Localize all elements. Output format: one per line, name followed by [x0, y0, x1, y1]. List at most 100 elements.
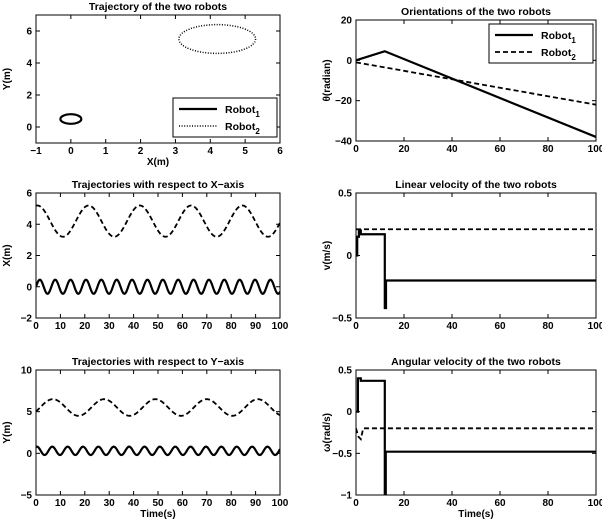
y-tick-label: 20	[341, 16, 353, 27]
x-tick-label: 10	[55, 498, 67, 509]
x-axis-label: Time(s)	[140, 509, 175, 520]
x-tick-label: 0	[353, 321, 359, 332]
chart-title: Trajectories with respect to Y−axis	[72, 356, 244, 368]
y-tick-label: 0.5	[338, 366, 352, 377]
x-tick-label: 6	[277, 146, 283, 157]
axes-box	[355, 369, 597, 496]
y-tick-label: −1	[341, 491, 353, 502]
x-tick-label: 80	[226, 498, 238, 509]
y-tick-label: 0	[346, 251, 352, 262]
x-tick-label: 2	[138, 146, 144, 157]
chart-omega: Angular velocity of the two robots 0 20 40 6…	[322, 356, 602, 520]
x-tick-label: 60	[177, 321, 189, 332]
x-axis-label: X(m)	[147, 157, 169, 168]
legend: Robot1 Robot2	[172, 97, 278, 138]
series-line-1	[356, 377, 596, 495]
chart-vel: Linear velocity of the two robots 0 20 40 60…	[322, 179, 602, 332]
chart-title: Angular velocity of the two robots	[391, 356, 561, 368]
legend-label: Robot2	[225, 121, 260, 136]
x-tick-label: 3	[173, 146, 179, 157]
axes-box	[355, 192, 597, 319]
x-tick-label: 100	[272, 321, 289, 332]
series-line-1	[356, 50, 596, 138]
axes-box	[35, 369, 281, 496]
y-tick-label: 0	[26, 282, 32, 293]
x-tick-label: 5	[242, 146, 248, 157]
x-tick-label: 40	[446, 321, 458, 332]
y-axis-label: v(m/s)	[322, 241, 333, 270]
y-tick-label: 0.5	[338, 189, 352, 200]
y-tick-label: −0.5	[332, 449, 352, 460]
y-axis-label: Y(m)	[2, 421, 13, 443]
series-line-2	[356, 427, 596, 442]
y-tick-label: −0.5	[332, 314, 352, 325]
series-line-2	[36, 204, 280, 238]
x-tick-label: 20	[398, 498, 410, 509]
x-tick-label: 80	[542, 144, 554, 155]
chart-title: Linear velocity of the two robots	[395, 179, 557, 191]
legend: Robot1 Robot2	[488, 23, 594, 64]
y-tick-label: 4	[26, 59, 32, 70]
plot-area	[36, 204, 280, 295]
x-tick-label: 100	[588, 144, 602, 155]
chart-title: Orientations of the two robots	[401, 6, 551, 18]
x-tick-label: 100	[272, 498, 289, 509]
plot-area	[36, 398, 280, 457]
x-tick-label: 20	[398, 144, 410, 155]
x-tick-label: 70	[201, 498, 213, 509]
series-line-1	[36, 278, 280, 295]
x-tick-label: 50	[152, 321, 164, 332]
x-tick-label: 60	[177, 498, 189, 509]
x-tick-label: 20	[79, 498, 91, 509]
series-line-2	[178, 23, 257, 55]
series-line-1	[356, 229, 596, 310]
x-tick-label: 10	[55, 321, 67, 332]
x-tick-label: 30	[104, 321, 116, 332]
y-tick-label: 0	[26, 449, 32, 460]
series-line-2	[356, 61, 596, 106]
plot-area	[356, 228, 596, 310]
chart-yt: Trajectories with respect to Y−axis 0 10 20…	[2, 356, 289, 520]
x-tick-label: 40	[128, 498, 140, 509]
legend-label: Robot1	[541, 30, 576, 45]
x-tick-label: 80	[542, 498, 554, 509]
series-line-1	[59, 113, 83, 125]
plot-area	[356, 377, 596, 495]
x-tick-label: 50	[152, 498, 164, 509]
legend-label: Robot2	[541, 47, 576, 62]
series-line-1	[36, 445, 280, 457]
plot-area	[59, 23, 257, 125]
y-tick-label: 0	[26, 123, 32, 134]
series-line-2	[36, 398, 280, 417]
legend-box	[488, 23, 594, 64]
x-tick-label: 60	[494, 144, 506, 155]
x-tick-label: 20	[398, 321, 410, 332]
x-tick-label: 0	[68, 146, 74, 157]
x-tick-label: 80	[542, 321, 554, 332]
y-axis-label: ω(rad/s)	[322, 413, 333, 452]
x-tick-label: 1	[103, 146, 109, 157]
y-tick-label: −40	[335, 137, 352, 148]
chart-title: Trajectory of the two robots	[89, 1, 227, 13]
y-tick-label: 5	[26, 407, 32, 418]
y-tick-label: 10	[21, 366, 33, 377]
x-tick-label: 30	[104, 498, 116, 509]
x-tick-label: −1	[30, 146, 42, 157]
legend-label: Robot1	[225, 104, 260, 119]
x-tick-label: 0	[33, 498, 39, 509]
x-tick-label: 40	[446, 498, 458, 509]
x-tick-label: 100	[588, 321, 602, 332]
axes-box	[35, 192, 281, 319]
y-axis-label: Y(m)	[2, 68, 13, 90]
plot-area	[356, 50, 596, 138]
chart-orient: Orientations of the two robots 0 20 40 60 80 1…	[322, 6, 602, 155]
x-tick-label: 100	[588, 498, 602, 509]
x-tick-label: 60	[494, 321, 506, 332]
y-tick-label: 4	[26, 220, 32, 231]
x-axis-label: Time(s)	[458, 509, 493, 520]
chart-traj: Trajectory of the two robots −1 0 1 2 3 4 5 6 0 2 4…	[2, 1, 283, 168]
x-tick-label: 60	[494, 498, 506, 509]
y-tick-label: −5	[21, 491, 33, 502]
